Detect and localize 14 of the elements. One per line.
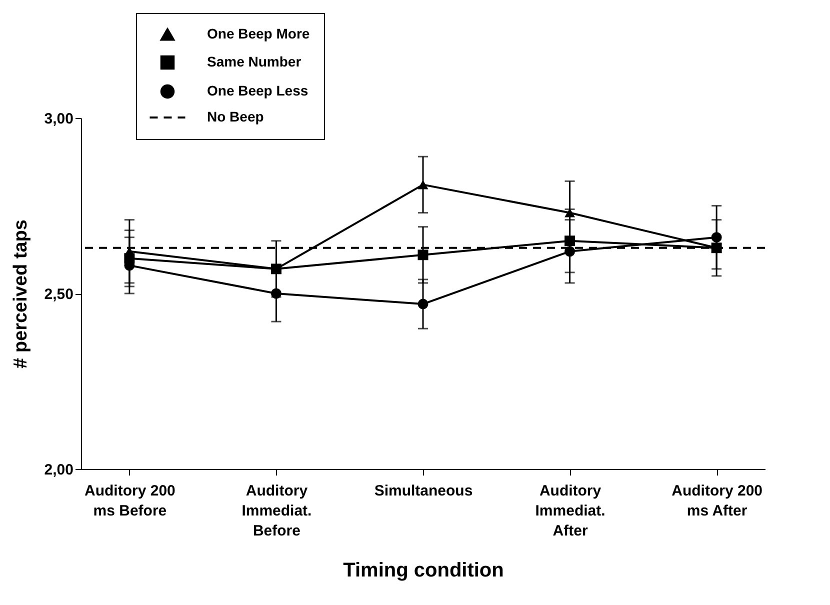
- x-axis-title: Timing condition: [343, 560, 504, 582]
- x-tick-label: Auditory 200 ms Before: [84, 482, 176, 520]
- y-axis-title: # perceived taps: [10, 220, 32, 368]
- y-tick-label: 2,50: [44, 286, 74, 303]
- x-tick-label: Simultaneous: [374, 482, 473, 500]
- legend-label: One Beep More: [207, 26, 310, 42]
- legend-label: No Beep: [207, 108, 264, 124]
- y-tick-label: 2,00: [44, 462, 74, 478]
- legend-label: One Beep Less: [207, 82, 308, 98]
- x-tick-label: Auditory Immediat. Before: [242, 482, 312, 540]
- y-tick-label: 3,00: [44, 110, 74, 128]
- x-tick-label: Auditory 200 ms After: [672, 482, 762, 520]
- legend-label: Same Number: [207, 54, 302, 70]
- x-tick-label: Auditory Immediat. After: [535, 482, 606, 540]
